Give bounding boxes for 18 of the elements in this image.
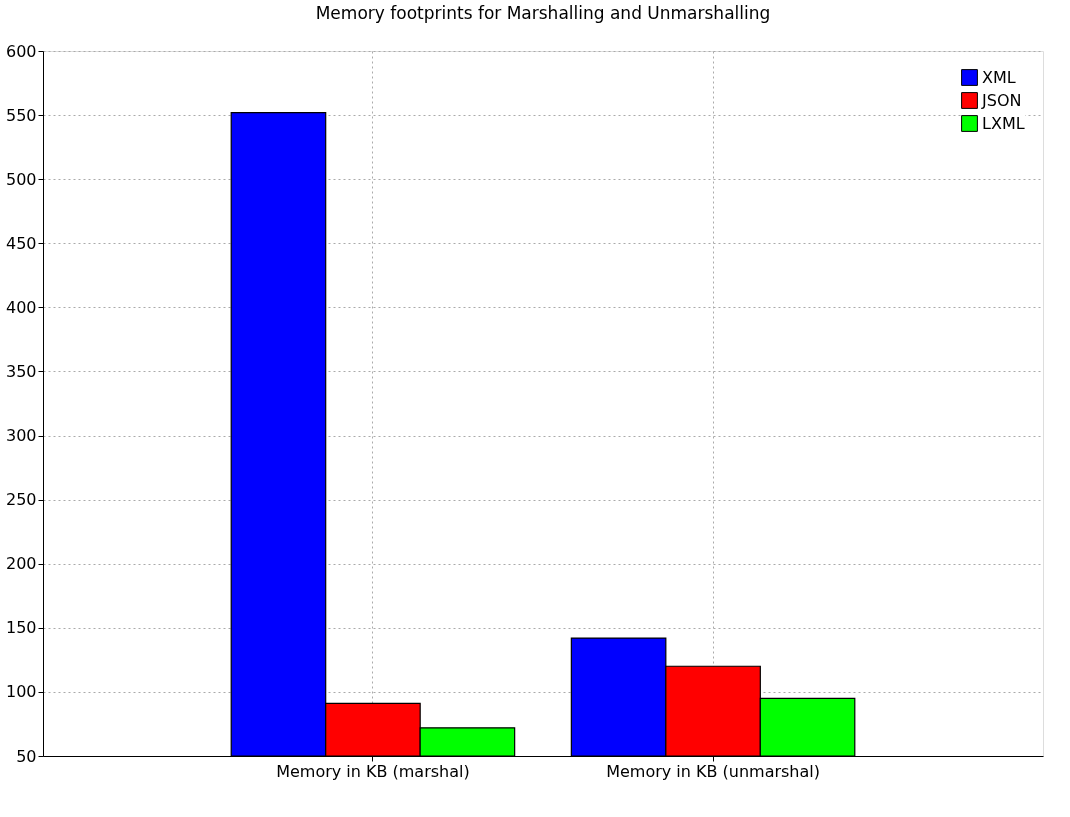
x-tick-label: Memory in KB (marshal) [276, 761, 470, 781]
y-tick-label: 250 [5, 490, 37, 510]
y-tick-label: 500 [5, 169, 37, 189]
y-tick-label: 50 [16, 746, 37, 766]
legend-label: XML [982, 67, 1016, 87]
y-tick-label: 350 [5, 361, 37, 381]
y-tick-label: 300 [5, 426, 37, 446]
y-tick-label: 150 [5, 618, 37, 638]
chart-title: Memory footprints for Marshalling and Unmarshalling [315, 3, 771, 23]
y-tick-label: 100 [5, 682, 37, 702]
y-tick-label: 600 [5, 41, 37, 61]
y-tick-label: 550 [5, 105, 37, 125]
legend-label: LXML [982, 113, 1025, 133]
y-tick-label: 450 [5, 233, 37, 253]
legend-label: JSON [981, 90, 1022, 110]
x-tick-label: Memory in KB (unmarshal) [606, 761, 820, 781]
y-tick-label: 400 [5, 297, 37, 317]
y-tick-label: 200 [5, 554, 37, 574]
